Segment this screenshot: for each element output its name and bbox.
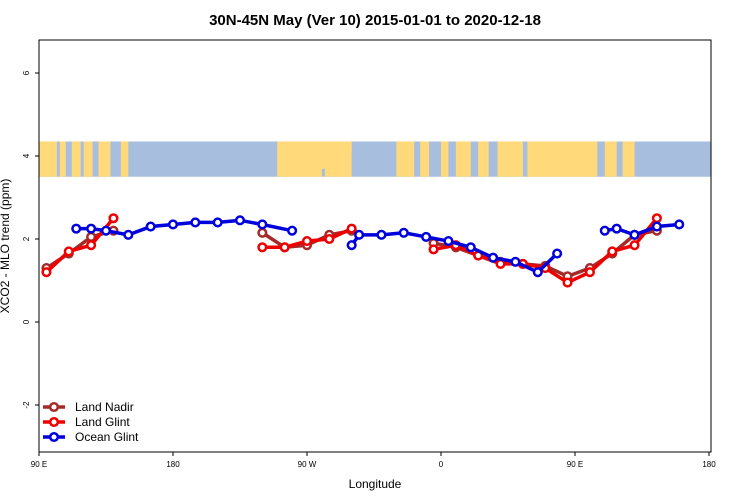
data-point (301, 236, 313, 247)
map-land (604, 141, 617, 177)
x-tick-label: 90 W (298, 460, 317, 469)
data-point (145, 221, 156, 232)
data-point (599, 225, 610, 236)
data-point (552, 248, 563, 259)
x-tick-label: 90 E (567, 460, 583, 469)
data-point (651, 213, 662, 224)
data-point (428, 244, 439, 255)
data-point (257, 219, 268, 230)
world-map-band (39, 141, 711, 177)
data-point (651, 221, 662, 232)
map-land (71, 141, 81, 177)
map-land (396, 141, 415, 177)
data-point (257, 242, 268, 253)
chart-title: 30N-45N May (Ver 10) 2015-01-01 to 2020-… (209, 12, 541, 29)
data-point (510, 256, 521, 267)
map-land (497, 141, 523, 177)
data-point (488, 252, 499, 263)
data-point (421, 231, 432, 242)
data-point (346, 240, 357, 251)
data-point (376, 229, 387, 240)
y-tick-label: 0 (22, 319, 31, 324)
data-point (41, 267, 52, 278)
data-point (607, 246, 618, 257)
data-point (629, 229, 640, 240)
map-land (478, 141, 489, 177)
map-land (622, 141, 635, 177)
data-point (100, 225, 112, 236)
map-land (420, 141, 430, 177)
data-point (562, 277, 573, 288)
map-ocean (39, 141, 711, 177)
y-tick-label: -2 (22, 401, 31, 409)
legend-marker (48, 416, 60, 428)
data-point (71, 223, 82, 234)
data-point (611, 223, 622, 234)
data-point (257, 227, 268, 238)
map-land (59, 141, 66, 177)
x-tick-label: 90 E (31, 460, 47, 469)
map-land (441, 141, 449, 177)
data-point (674, 219, 685, 230)
series-land-nadir (41, 225, 662, 282)
data-point (123, 229, 134, 240)
map-land (98, 141, 111, 177)
data-point (346, 223, 357, 234)
legend-item: Land Glint (43, 415, 130, 429)
data-point (279, 242, 290, 253)
data-point (629, 240, 640, 251)
series-ocean-glint (71, 215, 685, 278)
legend-marker (48, 431, 60, 443)
y-axis: -2 0 2 4 6 (22, 70, 39, 409)
data-point (532, 267, 543, 278)
series-layer (41, 213, 685, 288)
data-point (234, 215, 246, 226)
y-tick-label: 2 (22, 236, 31, 241)
data-point (465, 242, 476, 253)
y-tick-label: 6 (22, 70, 31, 75)
x-tick-label: 180 (166, 460, 180, 469)
data-point (86, 240, 97, 251)
map-land (83, 141, 93, 177)
data-point (63, 246, 74, 257)
data-point (287, 225, 298, 236)
x-tick-label: 0 (439, 460, 444, 469)
data-point (167, 219, 179, 230)
data-point (398, 227, 409, 238)
legend-item: Ocean Glint (43, 430, 139, 444)
data-point (443, 236, 454, 247)
legend-label: Land Nadir (75, 400, 134, 414)
legend-marker (48, 401, 60, 413)
data-point (354, 229, 365, 240)
data-point (212, 217, 223, 228)
legend-label: Land Glint (75, 415, 130, 429)
data-point (324, 233, 335, 245)
data-point (108, 213, 119, 224)
data-point (86, 223, 97, 234)
map-land (527, 141, 598, 177)
map-land (455, 141, 471, 177)
legend-label: Ocean Glint (75, 430, 139, 444)
data-point (584, 267, 595, 278)
x-axis: 90 E 180 90 W 0 90 E 180 (31, 452, 716, 469)
map-land (120, 141, 129, 177)
plot-area (38, 39, 712, 453)
y-tick-label: 4 (22, 153, 31, 158)
x-tick-label: 180 (702, 460, 716, 469)
map-land (39, 141, 57, 177)
y-axis-label: XCO2 - MLO trend (ppm) (0, 179, 12, 314)
data-point (190, 217, 201, 228)
legend-item: Land Nadir (43, 400, 134, 414)
map-land (289, 141, 352, 170)
x-axis-label: Longitude (349, 477, 402, 491)
